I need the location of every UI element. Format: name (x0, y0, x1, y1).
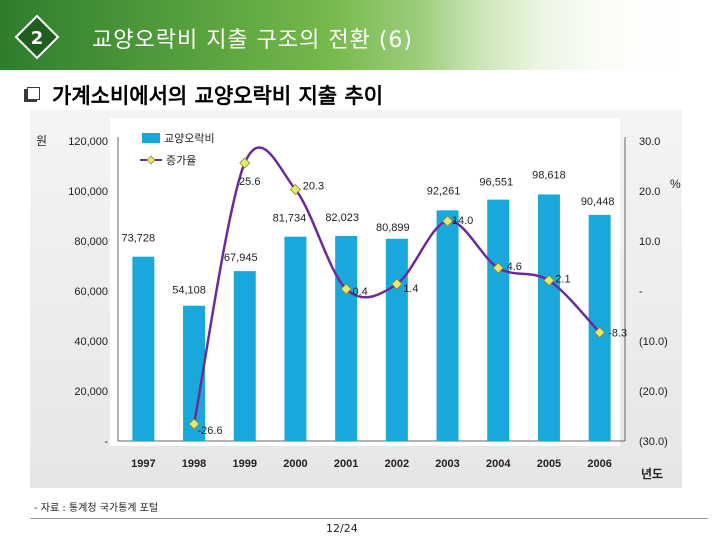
section-badge: 2 (14, 14, 60, 60)
title-band-shine (420, 0, 720, 70)
line-marker (594, 326, 606, 339)
checkbox-bullet-icon (24, 87, 40, 103)
left-tick-label: 120,000 (68, 136, 108, 148)
section-badge-shape (14, 14, 60, 60)
legend-swatch-bar (142, 133, 160, 143)
legend-label-line: 증가율 (166, 154, 196, 167)
growth-rate-line (192, 146, 601, 425)
line-marker (239, 157, 251, 169)
line-value-label: 1.4 (403, 283, 418, 295)
bar-value-label: 82,023 (325, 212, 359, 224)
line-value-label: 25.6 (239, 176, 260, 188)
bar-value-label: 98,618 (532, 169, 566, 181)
x-axis-title: 년도 (641, 467, 663, 481)
x-tick-label: 2001 (334, 458, 358, 470)
legend-label-bar: 교양오락비 (164, 132, 215, 145)
line-marker (492, 262, 504, 274)
x-tick-label: 2004 (486, 458, 511, 470)
line-value-label: -26.6 (198, 425, 223, 437)
line-marker (543, 274, 555, 287)
left-axis-unit: 원 (36, 134, 47, 148)
bar (537, 194, 560, 441)
left-tick-label: 60,000 (74, 286, 108, 298)
section-number: 2 (31, 28, 44, 49)
right-tick-label: 30.0 (639, 136, 660, 148)
right-tick-label: (30.0) (639, 436, 668, 448)
line-value-label: 0.4 (353, 286, 368, 298)
line-value-label: -8.3 (608, 328, 627, 340)
bar-value-label: 67,945 (224, 252, 258, 264)
bar-value-label: 92,261 (427, 185, 461, 197)
bar-value-label: 80,899 (376, 222, 410, 234)
right-tick-label: (10.0) (639, 336, 668, 348)
line-value-label: 4.6 (507, 261, 522, 273)
left-tick-label: 20,000 (74, 386, 108, 398)
x-tick-label: 2005 (537, 458, 561, 470)
line-marker (289, 183, 302, 196)
legend-swatch-marker (146, 155, 156, 165)
right-axis-unit: % (670, 177, 681, 191)
line-value-label: 14.0 (452, 215, 473, 227)
bar-value-label: 96,551 (479, 177, 513, 189)
line-marker (441, 215, 454, 227)
bar (183, 305, 206, 441)
subtitle-row: 가계소비에서의 교양오락비 지출 추이 (24, 80, 383, 110)
bar (335, 235, 358, 441)
bar (284, 236, 307, 441)
line-marker (188, 418, 200, 430)
source-note: - 자료 : 통계청 국가통계 포털 (34, 503, 159, 514)
footer-rule (30, 518, 708, 519)
bar (132, 256, 155, 441)
line-value-label: 20.3 (303, 181, 324, 193)
x-tick-label: 1998 (182, 458, 206, 470)
bar (233, 271, 256, 441)
bar-value-label: 54,108 (172, 285, 206, 297)
line-value-label: 2.1 (555, 274, 570, 286)
bar (385, 238, 408, 441)
slide-title: 교양오락비 지출 구조의 전환 (6) (92, 28, 414, 53)
line-marker (391, 278, 403, 290)
x-tick-label: 1997 (131, 458, 155, 470)
bar (436, 210, 459, 441)
slide-subtitle: 가계소비에서의 교양오락비 지출 추이 (52, 84, 384, 108)
bar-value-label: 90,448 (581, 196, 615, 208)
left-tick-label: 80,000 (74, 236, 108, 248)
bar-value-label: 81,734 (273, 213, 307, 225)
x-tick-label: 1999 (233, 458, 257, 470)
right-tick-label: (20.0) (639, 386, 668, 398)
title-band (0, 0, 720, 70)
right-tick-label: 10.0 (639, 236, 660, 248)
left-tick-label: 40,000 (74, 336, 108, 348)
page-number: 12/24 (326, 522, 358, 535)
x-tick-label: 2003 (435, 458, 459, 470)
x-tick-label: 2002 (385, 458, 409, 470)
left-tick-label: 100,000 (68, 186, 108, 198)
right-tick-label: - (639, 286, 643, 298)
right-tick-label: 20.0 (639, 186, 660, 198)
line-marker (340, 283, 352, 295)
x-tick-label: 2006 (587, 458, 611, 470)
bar (487, 199, 510, 441)
bar-value-label: 73,728 (122, 233, 156, 245)
left-tick-label: - (104, 436, 108, 448)
x-tick-label: 2000 (283, 458, 307, 470)
